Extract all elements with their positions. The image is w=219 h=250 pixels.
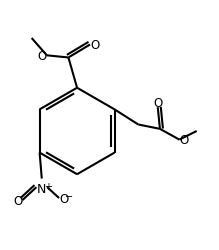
Text: O: O: [180, 134, 189, 146]
Text: O: O: [13, 194, 23, 207]
Text: +: +: [44, 181, 52, 191]
Text: O: O: [37, 50, 47, 62]
Text: O: O: [90, 39, 99, 52]
Text: N: N: [37, 183, 46, 196]
Text: −: −: [65, 191, 74, 201]
Text: O: O: [59, 192, 69, 205]
Text: O: O: [153, 96, 162, 110]
